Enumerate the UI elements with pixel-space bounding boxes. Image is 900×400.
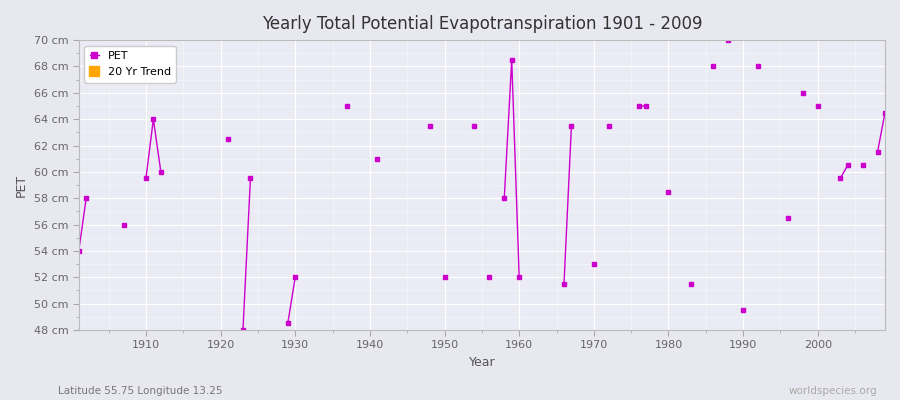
Text: worldspecies.org: worldspecies.org: [789, 386, 877, 396]
Legend: PET, 20 Yr Trend: PET, 20 Yr Trend: [85, 46, 176, 82]
PET: [140, 176, 151, 181]
Line: PET: PET: [77, 38, 886, 332]
PET: [514, 275, 525, 280]
Text: Latitude 55.75 Longitude 13.25: Latitude 55.75 Longitude 13.25: [58, 386, 223, 396]
PET: [879, 110, 890, 115]
Y-axis label: PET: PET: [15, 174, 28, 197]
PET: [73, 248, 84, 253]
X-axis label: Year: Year: [469, 356, 495, 369]
Title: Yearly Total Potential Evapotranspiration 1901 - 2009: Yearly Total Potential Evapotranspiratio…: [262, 15, 702, 33]
